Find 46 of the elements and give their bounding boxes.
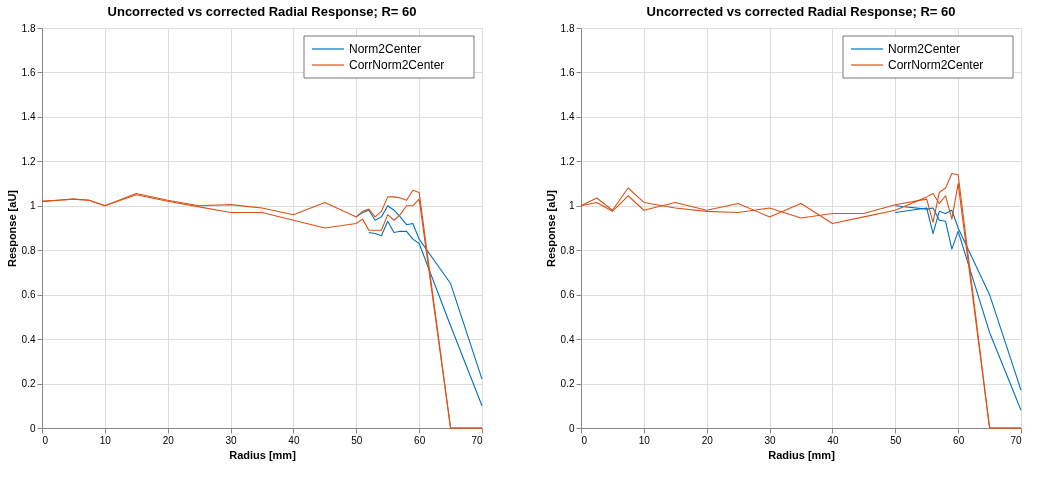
y-tick-label: 0.4 bbox=[560, 333, 575, 345]
y-tick-label: 1.8 bbox=[560, 22, 575, 34]
y-tick-label: 0.8 bbox=[21, 244, 36, 256]
y-tick-label: 0.2 bbox=[560, 378, 575, 390]
x-tick-label: 10 bbox=[99, 434, 112, 446]
x-tick-label: 60 bbox=[414, 434, 426, 446]
y-tick-label: 1 bbox=[568, 200, 575, 212]
y-tick-label: 1.4 bbox=[560, 111, 575, 123]
y-tick-label: 1.6 bbox=[560, 66, 575, 78]
x-tick-label: 0 bbox=[581, 434, 588, 446]
x-tick-label: 0 bbox=[42, 434, 49, 446]
x-tick-label: 20 bbox=[162, 434, 175, 446]
y-tick-label: 0.8 bbox=[560, 244, 575, 256]
legend-label: Norm2Center bbox=[888, 42, 961, 56]
legend-label: Norm2Center bbox=[349, 42, 422, 56]
x-tick-label: 40 bbox=[288, 434, 300, 446]
x-tick-label: 20 bbox=[701, 434, 714, 446]
y-tick-label: 1.8 bbox=[21, 22, 36, 34]
x-tick-label: 60 bbox=[953, 434, 965, 446]
y-tick-label: 1.6 bbox=[21, 66, 36, 78]
y-tick-label: 0.4 bbox=[21, 333, 36, 345]
y-axis-title: Response [aU] bbox=[544, 189, 557, 268]
y-tick-label: 0.6 bbox=[21, 289, 36, 301]
chart-title: Uncorrected vs corrected Radial Response; R= 60 bbox=[646, 4, 956, 19]
x-tick-label: 70 bbox=[471, 434, 483, 446]
x-tick-label: 10 bbox=[638, 434, 651, 446]
y-tick-label: 0 bbox=[29, 422, 36, 434]
x-tick-label: 50 bbox=[351, 434, 363, 446]
x-tick-label: 30 bbox=[764, 434, 777, 446]
y-tick-label: 0.2 bbox=[21, 378, 36, 390]
y-tick-label: 1.2 bbox=[21, 155, 36, 167]
x-tick-label: 40 bbox=[827, 434, 839, 446]
legend-label: CorrNorm2Center bbox=[349, 58, 445, 72]
y-tick-label: 1.2 bbox=[560, 155, 575, 167]
x-axis-title: Radius [mm] bbox=[768, 448, 836, 461]
x-tick-label: 70 bbox=[1010, 434, 1022, 446]
x-axis-title: Radius [mm] bbox=[229, 448, 297, 461]
y-tick-label: 0 bbox=[568, 422, 575, 434]
legend-label: CorrNorm2Center bbox=[888, 58, 984, 72]
chart-title: Uncorrected vs corrected Radial Response; R= 60 bbox=[107, 4, 417, 19]
y-tick-label: 1.4 bbox=[21, 111, 36, 123]
x-tick-label: 50 bbox=[890, 434, 902, 446]
y-tick-label: 1 bbox=[29, 200, 36, 212]
y-axis-title: Response [aU] bbox=[5, 189, 18, 268]
x-tick-label: 30 bbox=[225, 434, 238, 446]
y-tick-label: 0.6 bbox=[560, 289, 575, 301]
